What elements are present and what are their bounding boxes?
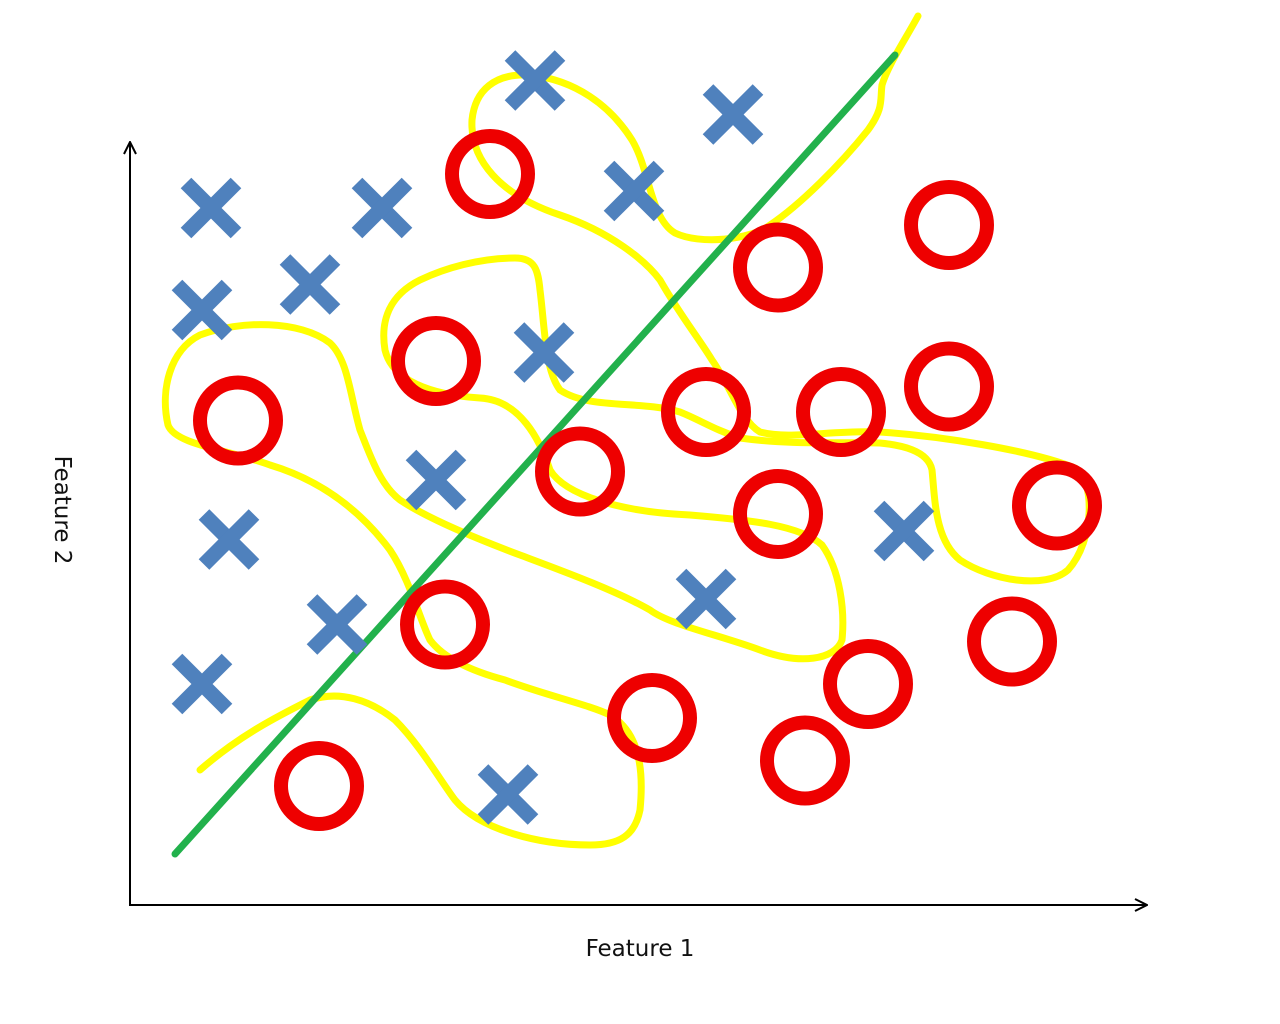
o-marker: [904, 341, 994, 432]
x-marker: [405, 449, 467, 511]
x-marker: [477, 764, 539, 825]
o-marker: [445, 129, 535, 219]
o-marker: [904, 180, 994, 270]
x-marker: [351, 177, 413, 239]
o-marker: [193, 375, 283, 466]
o-marker: [796, 367, 886, 457]
y-axis-title: Feature 2: [49, 455, 75, 565]
x-marker: [513, 322, 575, 383]
o-marker: [967, 596, 1057, 687]
o-marker: [733, 469, 823, 559]
o-marker: [391, 316, 481, 406]
x-marker: [504, 50, 566, 111]
linear-decision-boundary: [171, 51, 899, 858]
x-marker: [171, 653, 233, 715]
data-points: [171, 50, 1102, 831]
o-marker: [400, 579, 490, 670]
o-marker: [823, 639, 913, 729]
x-marker: [702, 84, 764, 145]
o-marker: [760, 715, 850, 806]
x-axis-title: Feature 1: [585, 936, 695, 962]
axes: [129, 142, 1147, 905]
o-marker: [535, 426, 625, 517]
x-marker: [279, 254, 341, 315]
x-marker: [171, 279, 233, 341]
o-marker: [1012, 460, 1102, 551]
o-marker: [607, 673, 697, 763]
x-marker: [603, 160, 665, 222]
o-marker: [733, 222, 823, 313]
x-marker: [198, 509, 260, 570]
o-marker: [274, 741, 364, 831]
x-marker: [306, 594, 368, 655]
x-marker: [675, 568, 737, 630]
o-marker: [661, 367, 751, 457]
x-marker: [873, 500, 935, 562]
x-marker: [180, 177, 242, 239]
